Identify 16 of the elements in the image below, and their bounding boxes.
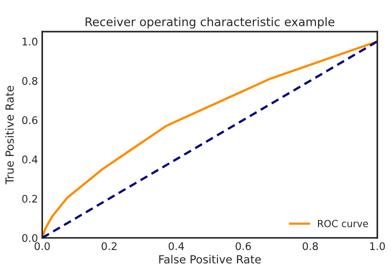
y-tick-label: 0.0 [22, 234, 38, 242]
x-tick-label: 0.6 [236, 242, 251, 250]
y-tick-label: 0.4 [22, 156, 38, 164]
y-tick-label: 1.0 [22, 38, 38, 46]
y-tick-label: 0.8 [22, 76, 38, 85]
x-tick-label: 0.8 [302, 242, 318, 250]
x-tick-label: 0.2 [102, 242, 116, 250]
y-tick-label: 0.6 [22, 116, 38, 124]
x-tick-label: 0.0 [34, 242, 50, 250]
y-axis-title: True Positive Rate [5, 86, 14, 184]
x-tick-label: 0.4 [168, 242, 184, 250]
x-tick-label: 1.0 [370, 242, 385, 250]
y-tick-label: 0.2 [22, 194, 38, 203]
legend-label: ROC curve [318, 220, 368, 228]
x-axis-title: False Positive Rate [159, 254, 261, 264]
chart-title: Receiver operating characteristic example [86, 17, 334, 29]
